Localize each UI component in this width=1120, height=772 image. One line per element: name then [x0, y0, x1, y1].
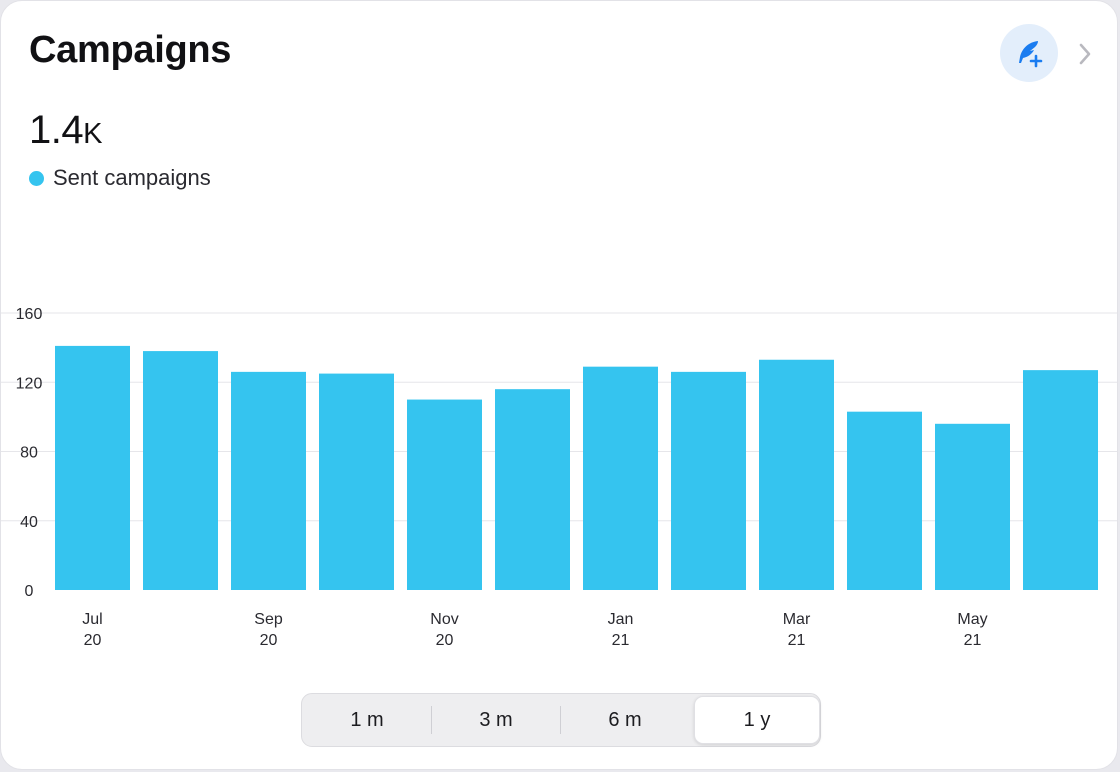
open-campaigns-button[interactable] — [1073, 39, 1097, 69]
x-tick-year-label: 20 — [260, 632, 278, 649]
chart-legend: Sent campaigns — [29, 165, 211, 191]
total-sent-value: 1.4K — [29, 108, 102, 153]
bar — [407, 399, 482, 590]
x-tick-month-label: May — [957, 611, 987, 628]
legend-label: Sent campaigns — [53, 165, 211, 190]
legend-dot — [29, 170, 44, 186]
x-tick-year-label: 20 — [436, 632, 454, 649]
x-tick-month-label: Mar — [783, 611, 811, 628]
bar — [583, 366, 658, 590]
new-campaign-button[interactable] — [1000, 24, 1058, 82]
range-option-6m[interactable]: 6 m — [608, 708, 642, 731]
x-tick-month-label: Sep — [254, 611, 283, 628]
time-range-selector: 1 m 3 m 6 m 1 y — [301, 693, 821, 747]
x-tick-year-label: 20 — [84, 632, 102, 649]
y-tick-label: 80 — [20, 445, 38, 462]
bar — [495, 389, 570, 590]
bar — [55, 345, 130, 590]
bar — [231, 371, 306, 590]
y-tick-label: 160 — [16, 306, 43, 323]
bar — [1023, 370, 1098, 590]
bar — [935, 423, 1010, 590]
y-tick-label: 120 — [16, 375, 43, 392]
feather-plus-icon — [1019, 41, 1043, 68]
bar — [847, 411, 922, 590]
segment-divider — [560, 706, 561, 734]
bar — [143, 351, 218, 590]
y-tick-label: 0 — [25, 583, 34, 600]
sent-campaigns-chart: 0 40 80 120 160 Jul 20 Sep 20 Nov 20 Jan 21 Mar 21 May 2… — [1, 306, 1117, 649]
x-tick-month-label: Nov — [430, 611, 458, 628]
x-tick-month-label: Jul — [82, 611, 102, 628]
bar — [319, 373, 394, 590]
bar — [759, 359, 834, 590]
x-tick-year-label: 21 — [612, 632, 630, 649]
y-tick-label: 40 — [20, 514, 38, 531]
bar — [671, 371, 746, 590]
total-sent-number: 1.4 — [29, 108, 84, 152]
x-tick-year-label: 21 — [788, 632, 806, 649]
segment-divider — [431, 706, 432, 734]
range-option-1y[interactable]: 1 y — [694, 696, 820, 744]
page-title: Campaigns — [29, 29, 232, 71]
x-tick-month-label: Jan — [608, 611, 634, 628]
x-tick-year-label: 21 — [964, 632, 982, 649]
total-sent-suffix: K — [83, 118, 102, 150]
range-option-3m[interactable]: 3 m — [479, 708, 513, 731]
range-option-1m[interactable]: 1 m — [350, 708, 384, 731]
chevron-right-icon — [1079, 43, 1091, 65]
